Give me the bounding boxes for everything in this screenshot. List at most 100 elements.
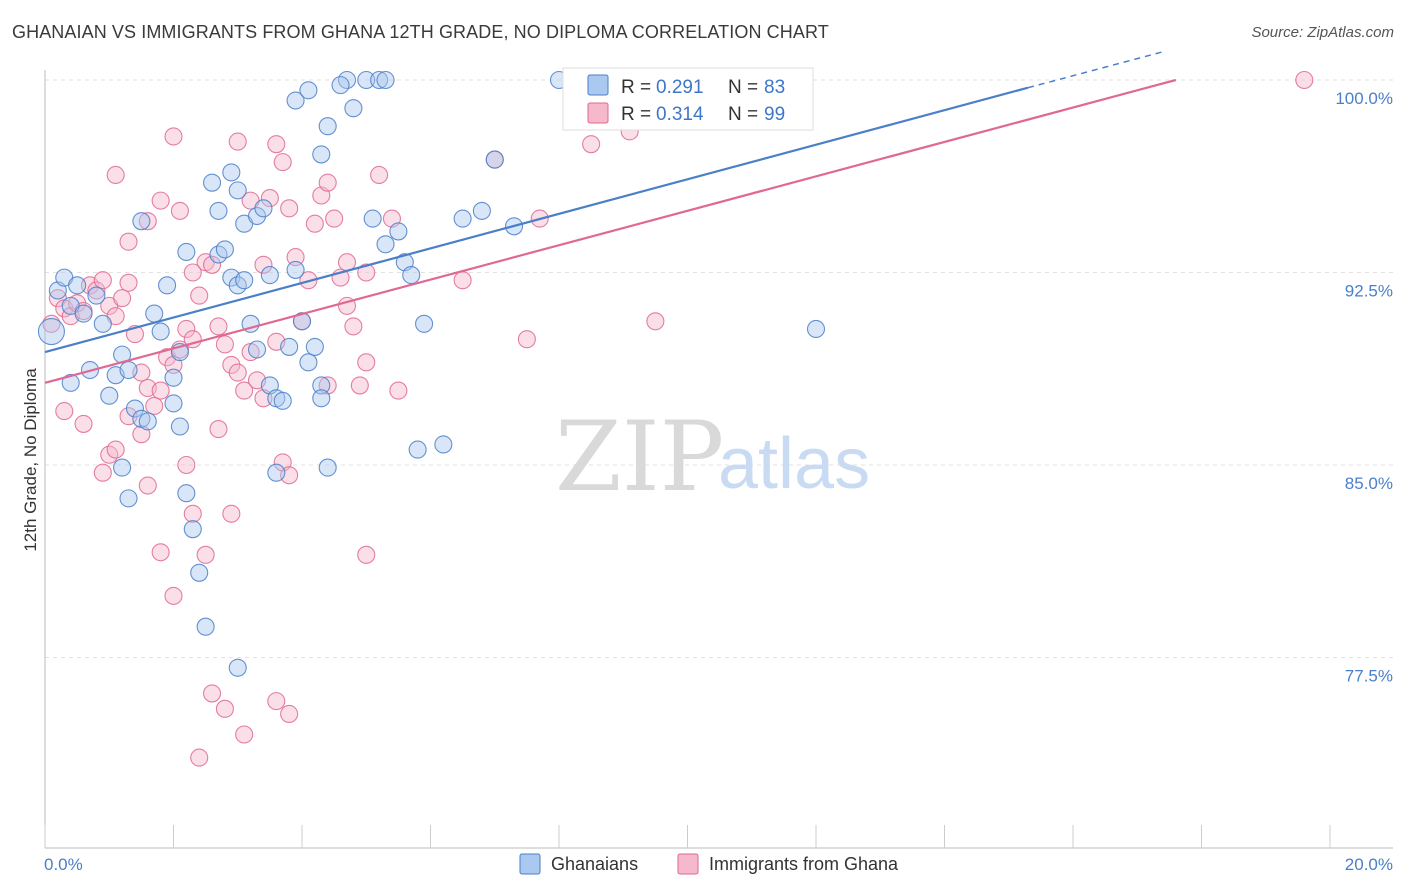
ghanaians-point <box>151 322 170 341</box>
immigrants-point <box>344 317 363 336</box>
trend-lines <box>44 51 1177 384</box>
immigrants-point <box>93 463 112 482</box>
x-tick-label-20: 20.0% <box>1345 855 1393 874</box>
immigrants-point <box>106 440 125 459</box>
immigrants-trend-line <box>44 78 1177 384</box>
ghanaians-point <box>402 266 421 285</box>
ghanaians-point <box>357 70 376 90</box>
ghanaians-point <box>286 91 305 110</box>
x-tick-label-0: 0.0% <box>44 855 83 874</box>
immigrants-point <box>517 330 536 349</box>
ghanaians-point <box>292 312 312 331</box>
immigrants-point <box>228 132 247 151</box>
ghanaians-point <box>61 373 80 392</box>
immigrants-point <box>209 420 228 439</box>
ghanaians-point <box>203 173 222 192</box>
bottom-legend: Ghanaians Immigrants from Ghana <box>519 853 899 875</box>
immigrants-point <box>93 271 112 290</box>
ghanaians-point <box>363 209 382 228</box>
watermark-zip: ZIP <box>555 401 724 513</box>
immigrants-point <box>119 273 138 292</box>
immigrants-point <box>151 191 170 210</box>
immigrants-point <box>55 402 74 421</box>
y-tick-labels: 100.0% 92.5% 85.0% 77.5% <box>1335 89 1393 686</box>
ghanaians-point <box>164 368 183 387</box>
immigrants-point <box>145 396 164 416</box>
ghanaians-point <box>254 199 273 218</box>
bottom-legend-label-ghanaians: Ghanaians <box>551 854 638 874</box>
immigrants-point <box>267 692 286 711</box>
ghanaians-point <box>196 617 215 636</box>
immigrants-point <box>646 312 665 331</box>
ghanaians-trend-line <box>44 86 1029 354</box>
ghanaians-point <box>318 117 337 136</box>
immigrants-point <box>196 545 215 564</box>
immigrants-point <box>215 335 234 354</box>
legend: R = 0.291 N = 83 R = 0.314 N = 99 <box>562 67 814 131</box>
axes <box>44 70 1393 849</box>
ghanaians-point <box>228 181 247 200</box>
immigrants-point <box>164 127 183 146</box>
immigrants-point <box>357 545 376 564</box>
immigrants-point <box>273 153 292 172</box>
gridlines <box>45 79 1393 658</box>
legend-n-value-2: 99 <box>764 104 785 125</box>
legend-r-label-1: R = <box>621 77 651 98</box>
ghanaians-point <box>247 340 267 359</box>
ghanaians-point <box>806 319 826 339</box>
immigrants-point <box>138 476 157 495</box>
ghanaians-point <box>125 399 144 418</box>
immigrants-point <box>113 289 132 308</box>
ghanaians-point <box>280 337 299 356</box>
ghanaians-point <box>376 70 395 90</box>
bottom-legend-swatch-immigrants <box>677 853 699 875</box>
legend-swatch-ghanaians <box>587 74 609 96</box>
ghanaians-point <box>228 658 247 677</box>
immigrants-point <box>177 455 196 475</box>
immigrants-point <box>183 504 202 523</box>
ghanaians-point <box>344 99 363 118</box>
immigrants-point <box>74 414 93 433</box>
legend-n-value-1: 83 <box>764 77 785 98</box>
y-tick-label-2: 85.0% <box>1345 474 1393 493</box>
immigrants-point <box>222 504 241 523</box>
immigrants-point <box>286 248 305 267</box>
immigrants-point <box>325 209 344 228</box>
ghanaians-point <box>331 76 350 95</box>
legend-r-value-2: 0.314 <box>656 104 704 125</box>
ghanaians-point <box>138 412 157 431</box>
ghanaians-point <box>472 201 491 220</box>
bottom-legend-label-immigrants: Immigrants from Ghana <box>709 854 899 874</box>
y-tick-label-0: 100.0% <box>1335 89 1393 108</box>
ghanaians-point <box>312 376 331 395</box>
x-ticks <box>44 825 1331 848</box>
immigrants-point <box>138 212 157 231</box>
ghanaians-point <box>312 145 331 164</box>
ghanaians-point <box>299 81 318 100</box>
ghanaians-point <box>119 489 138 508</box>
immigrants-point <box>280 199 299 218</box>
ghanaians-point <box>158 276 177 295</box>
watermark-atlas: atlas <box>718 424 870 504</box>
immigrants-point <box>190 286 209 305</box>
immigrants-point <box>453 271 472 290</box>
ghanaians-point <box>260 266 279 285</box>
legend-r-label-2: R = <box>621 104 651 125</box>
ghanaians-point <box>87 286 106 305</box>
bottom-legend-swatch-ghanaians <box>519 853 541 875</box>
ghanaians-point <box>312 389 331 408</box>
ghanaians-point <box>267 463 286 482</box>
ghanaians-trend-extension <box>1027 51 1164 89</box>
immigrants-point <box>151 381 170 400</box>
ghanaians-point <box>183 520 202 539</box>
immigrants-point <box>209 317 228 336</box>
ghanaians-point <box>389 222 408 241</box>
ghanaians-point <box>190 563 209 582</box>
ghanaians-point <box>177 242 196 262</box>
ghanaians-point <box>305 337 324 356</box>
immigrants-point <box>1295 70 1314 90</box>
legend-r-value-1: 0.291 <box>656 77 704 98</box>
immigrants-point <box>389 381 408 400</box>
ghanaians-point <box>164 394 183 413</box>
